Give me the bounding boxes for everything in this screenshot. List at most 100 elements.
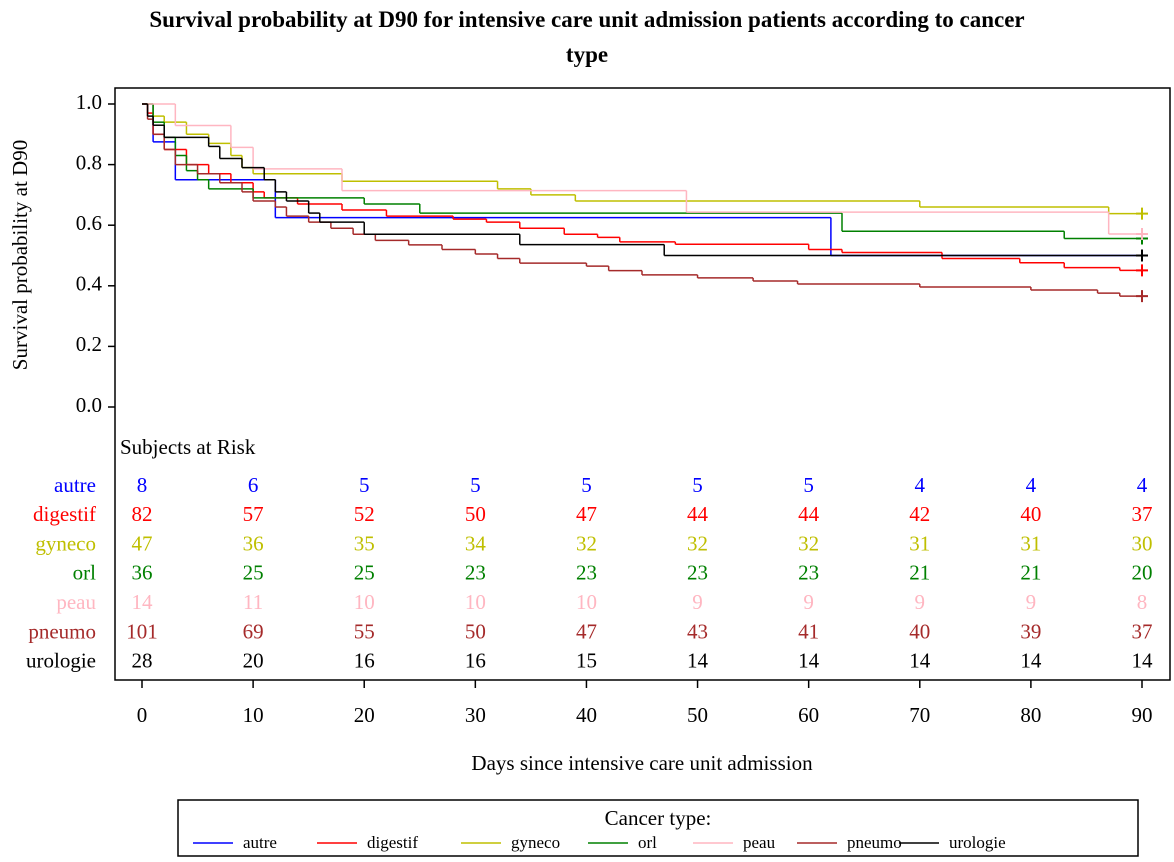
legend-label: autre: [243, 833, 277, 852]
risk-count: 9: [915, 590, 926, 614]
risk-count: 23: [576, 561, 597, 585]
risk-count: 32: [798, 531, 819, 555]
risk-count: 14: [687, 649, 709, 673]
risk-count: 10: [465, 590, 486, 614]
risk-count: 10: [576, 590, 597, 614]
risk-count: 35: [354, 531, 375, 555]
risk-count: 23: [465, 561, 486, 585]
risk-count: 41: [798, 619, 819, 643]
risk-count: 39: [1020, 619, 1041, 643]
risk-row-label: urologie: [26, 649, 96, 673]
risk-count: 14: [798, 649, 820, 673]
y-tick-label: 0.6: [76, 211, 102, 235]
risk-count: 21: [1020, 561, 1041, 585]
risk-count: 44: [687, 502, 709, 526]
y-tick-label: 0.8: [76, 150, 102, 174]
risk-count: 43: [687, 619, 708, 643]
risk-count: 30: [1132, 531, 1153, 555]
risk-count: 14: [1132, 649, 1154, 673]
risk-count: 10: [354, 590, 375, 614]
risk-row-label: pneumo: [28, 619, 96, 643]
x-tick-label: 10: [243, 703, 264, 727]
title-line: Survival probability at D90 for intensiv…: [149, 7, 1024, 32]
risk-count: 55: [354, 619, 375, 643]
risk-count: 5: [692, 473, 703, 497]
risk-count: 9: [1026, 590, 1037, 614]
risk-row-label: peau: [56, 590, 96, 614]
y-tick-label: 0.0: [76, 393, 102, 417]
risk-count: 36: [243, 531, 264, 555]
risk-count: 14: [1020, 649, 1042, 673]
risk-count: 16: [465, 649, 486, 673]
risk-count: 6: [248, 473, 259, 497]
x-tick-label: 90: [1132, 703, 1153, 727]
x-tick-label: 0: [137, 703, 148, 727]
risk-count: 8: [1137, 590, 1148, 614]
chart-title: Survival probability at D90 for intensiv…: [149, 7, 1024, 67]
risk-count: 20: [1132, 561, 1153, 585]
x-tick-label: 70: [909, 703, 930, 727]
y-tick-label: 0.4: [76, 272, 103, 296]
legend-label: peau: [743, 833, 776, 852]
risk-count: 5: [581, 473, 592, 497]
legend-label: urologie: [949, 833, 1006, 852]
risk-count: 47: [576, 502, 597, 526]
risk-count: 4: [915, 473, 926, 497]
x-tick-label: 50: [687, 703, 708, 727]
risk-count: 14: [132, 590, 154, 614]
risk-count: 47: [576, 619, 597, 643]
legend-label: orl: [638, 833, 657, 852]
risk-row-label: gyneco: [35, 531, 96, 555]
risk-count: 52: [354, 502, 375, 526]
risk-count: 14: [909, 649, 931, 673]
legend-title: Cancer type:: [605, 806, 712, 830]
legend-label: digestif: [367, 833, 418, 852]
censor-mark: [1136, 290, 1148, 303]
risk-count: 32: [687, 531, 708, 555]
risk-count: 5: [470, 473, 481, 497]
risk-count: 25: [243, 561, 264, 585]
risk-count: 50: [465, 619, 486, 643]
risk-count: 11: [243, 590, 263, 614]
y-tick-label: 0.2: [76, 332, 102, 356]
risk-count: 34: [465, 531, 487, 555]
plot-frame: [114, 87, 1171, 681]
risk-count: 9: [803, 590, 814, 614]
risk-count: 4: [1137, 473, 1148, 497]
risk-count: 21: [909, 561, 930, 585]
y-tick-label: 1.0: [76, 90, 102, 114]
risk-count: 5: [359, 473, 370, 497]
legend-box: [177, 799, 1139, 857]
risk-count: 31: [909, 531, 930, 555]
risk-row-label: orl: [73, 561, 96, 585]
risk-count: 47: [132, 531, 153, 555]
risk-count: 4: [1026, 473, 1037, 497]
risk-count: 23: [798, 561, 819, 585]
risk-title: Subjects at Risk: [120, 435, 256, 459]
risk-count: 16: [354, 649, 375, 673]
risk-count: 23: [687, 561, 708, 585]
censor-mark: [1136, 227, 1148, 240]
censor-mark: [1136, 264, 1148, 277]
risk-count: 40: [909, 619, 930, 643]
y-axis-label: Survival probability at D90: [8, 140, 32, 370]
x-tick-label: 80: [1020, 703, 1041, 727]
risk-count: 50: [465, 502, 486, 526]
risk-row-label: autre: [54, 473, 96, 497]
risk-count: 40: [1020, 502, 1041, 526]
risk-count: 9: [692, 590, 703, 614]
risk-count: 82: [132, 502, 153, 526]
x-tick-label: 40: [576, 703, 597, 727]
risk-row-label: digestif: [33, 502, 96, 526]
risk-count: 25: [354, 561, 375, 585]
risk-count: 36: [132, 561, 153, 585]
risk-count: 8: [137, 473, 148, 497]
risk-count: 37: [1132, 502, 1153, 526]
risk-count: 101: [126, 619, 158, 643]
risk-count: 31: [1020, 531, 1041, 555]
legend-label: pneumo: [847, 833, 902, 852]
risk-count: 15: [576, 649, 597, 673]
x-tick-label: 60: [798, 703, 819, 727]
censor-mark: [1136, 207, 1148, 220]
